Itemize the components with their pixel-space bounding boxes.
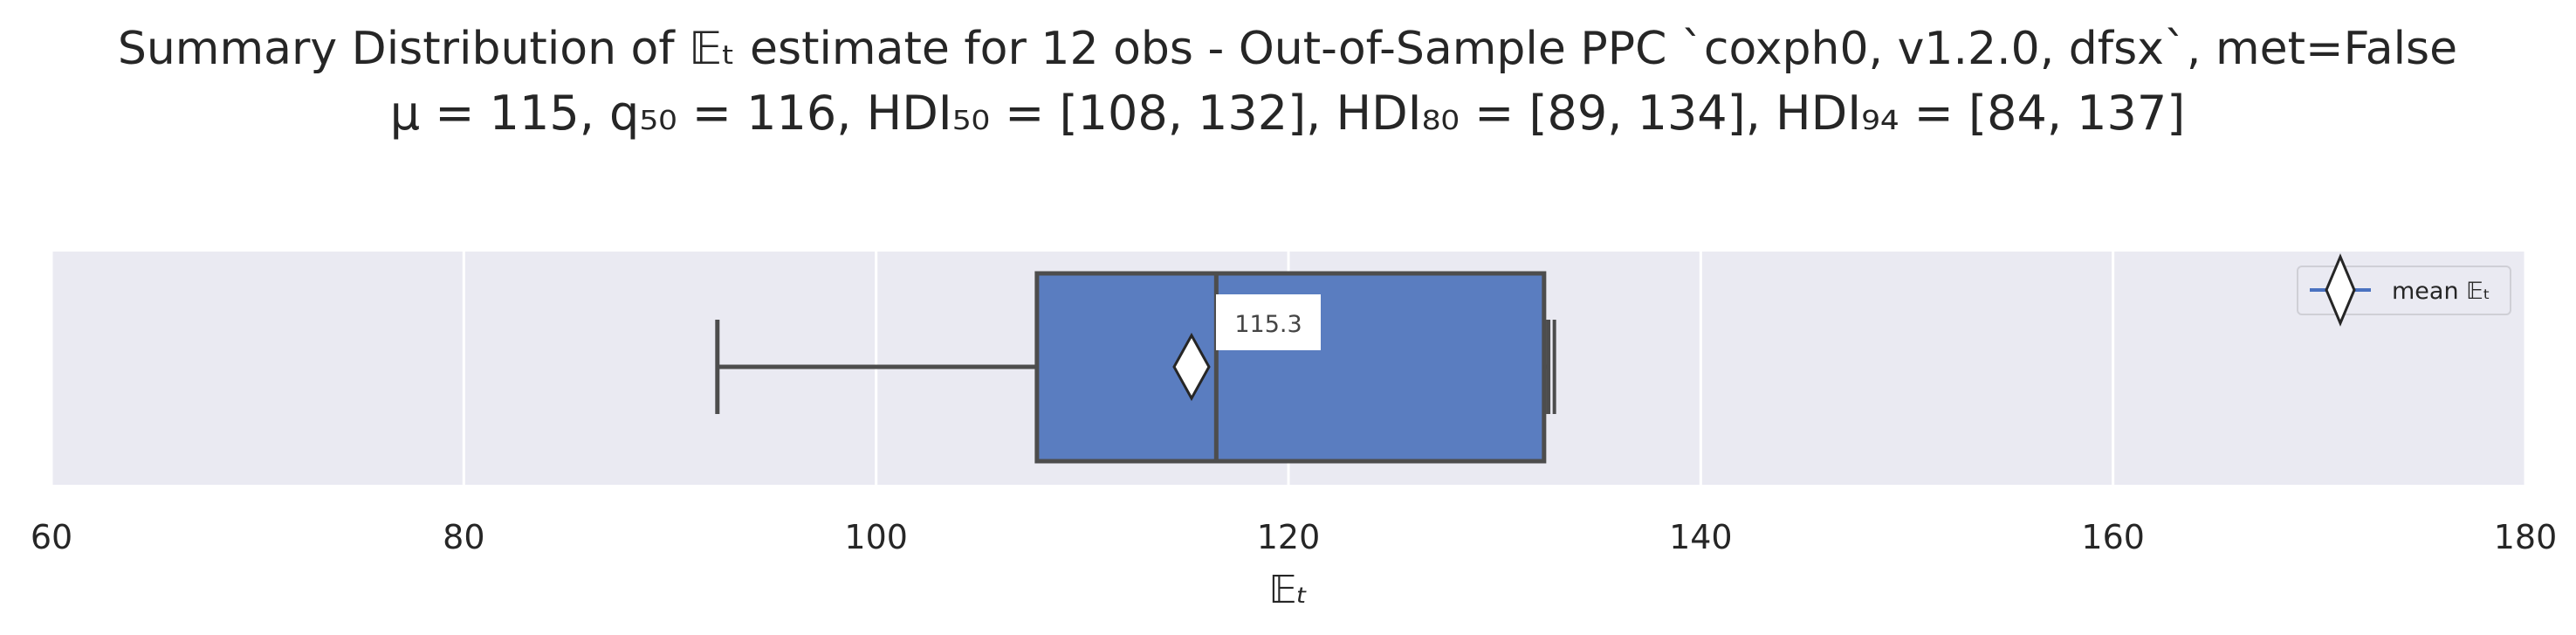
legend-diamond-icon — [2325, 253, 2356, 327]
chart-title-line-2: μ = 115, q₅₀ = 116, HDI₅₀ = [108, 132], … — [390, 86, 2186, 141]
x-tick-label-140: 140 — [1669, 518, 1733, 556]
box-plot: 115.3 — [715, 271, 1556, 464]
legend-entry-mean: mean 𝔼ₜ — [2392, 278, 2490, 305]
x-axis-ticks: 60 80 100 120 140 160 180 — [31, 518, 2557, 556]
x-tick-label-80: 80 — [443, 518, 484, 556]
x-tick-label-160: 160 — [2081, 518, 2145, 556]
x-tick-label-180: 180 — [2494, 518, 2558, 556]
mean-label-box — [1216, 294, 1322, 350]
x-tick-label-120: 120 — [1257, 518, 1321, 556]
x-tick-label-60: 60 — [31, 518, 72, 556]
legend: mean 𝔼ₜ — [2297, 253, 2511, 327]
x-tick-label-100: 100 — [844, 518, 908, 556]
mean-marker — [1172, 332, 1211, 402]
chart-title-line-1: Summary Distribution of 𝔼ₜ estimate for … — [118, 23, 2457, 75]
x-axis-label: 𝔼ₜ — [1268, 568, 1308, 612]
mean-label: 115.3 — [1234, 311, 1302, 338]
